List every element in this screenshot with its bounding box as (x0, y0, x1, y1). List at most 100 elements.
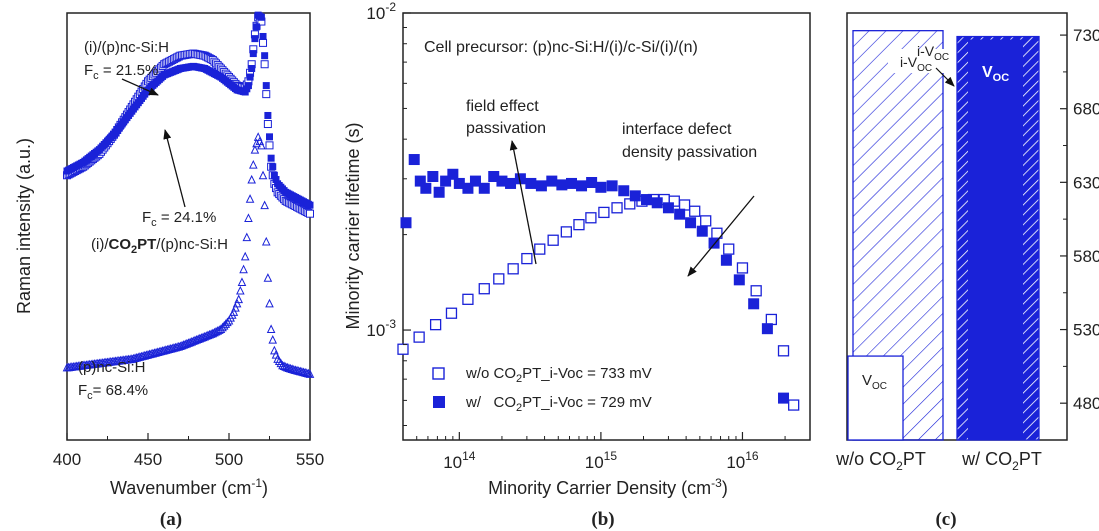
panel-a-arrow-2 (163, 129, 186, 208)
x-tick-label: 400 (53, 450, 81, 469)
lifetime-point-filled (525, 177, 537, 189)
x-tick-label: 1016 (726, 449, 759, 472)
panel-b-xlabel: Minority Carrier Density (cm-3) (488, 476, 728, 498)
raman-point-filled (264, 111, 272, 119)
lifetime-point-open (560, 226, 572, 238)
lifetime-point-filled (629, 190, 641, 202)
raman-point-triangle (261, 236, 271, 246)
x-tick-label: 550 (296, 450, 324, 469)
ivoc-arrow (935, 67, 955, 87)
raman-point-filled (306, 201, 314, 209)
raman-point-triangle (231, 303, 240, 312)
raman-point-triangle (223, 317, 232, 327)
lifetime-point-filled (651, 197, 663, 209)
lifetime-point-open (397, 343, 409, 355)
raman-point-filled (262, 82, 270, 90)
x-tick-label: 450 (134, 450, 162, 469)
raman-point-triangle (268, 335, 278, 344)
x-tick-label: 1014 (443, 449, 476, 472)
raman-point-triangle (257, 140, 266, 150)
y-tick-label: 480 (1073, 394, 1099, 413)
raman-point-filled (251, 35, 259, 43)
ivoc-label-wo: i-VOC (888, 49, 944, 74)
lifetime-point-open (429, 319, 442, 331)
legend-marker-open (432, 367, 445, 380)
panel-b-arrow-interface (687, 195, 755, 277)
lifetime-point-filled (546, 175, 558, 187)
lifetime-point-open (462, 293, 474, 305)
raman-point-triangle (244, 213, 253, 222)
raman-point-open (260, 60, 269, 69)
lifetime-point-filled (618, 185, 630, 197)
lifetime-point-open (521, 252, 533, 265)
ivoc-label-w: i-VOC (917, 43, 949, 63)
legend-label-w: w/ CO2PT_i-Voc = 729 mV (465, 394, 652, 414)
lifetime-point-filled (606, 180, 618, 192)
raman-point-triangle (239, 264, 248, 274)
lifetime-point-filled (696, 225, 708, 237)
raman-point-open (262, 90, 271, 99)
raman-point-filled (270, 171, 278, 179)
panel-c-ticks: 480 530 580 630 680 730 (1060, 26, 1099, 413)
raman-point-filled (266, 133, 273, 141)
panel-c-category-w: w/ CO2PT (961, 449, 1042, 473)
lifetime-point-filled (427, 171, 439, 183)
lifetime-point-open (413, 331, 425, 343)
lifetime-point-filled (433, 186, 445, 198)
panel-a-arrow-1 (121, 78, 159, 96)
lifetime-point-filled (674, 208, 686, 220)
lifetime-point-filled (505, 177, 517, 189)
lifetime-point-filled (469, 175, 481, 187)
lifetime-point-filled (778, 392, 790, 404)
bar-voc-w (968, 39, 1023, 440)
lifetime-point-open (573, 219, 585, 231)
panel-a: 400 450 500 550 Raman intensity (a.u.) Wave… (14, 11, 324, 530)
lifetime-point-filled (496, 175, 508, 187)
lifetime-point-filled (708, 237, 720, 249)
raman-point-triangle (229, 307, 239, 316)
raman-point-open (263, 120, 272, 129)
raman-point-triangle (305, 369, 315, 378)
panel-b-annotation-field: field effect (466, 98, 539, 115)
lifetime-point-filled (662, 202, 674, 214)
raman-point-filled (259, 32, 267, 40)
panel-b-ylabel: Minority carrier lifetime (s) (343, 122, 363, 329)
raman-point-filled (272, 176, 280, 184)
raman-point-triangle (265, 298, 274, 308)
raman-point-triangle (263, 273, 273, 282)
lifetime-point-filled (488, 171, 500, 183)
legend-marker-filled (433, 396, 445, 408)
raman-point-triangle (242, 232, 252, 242)
lifetime-point-filled (420, 182, 432, 194)
panel-a-label-co2pt: (i)/CO2PT/(p)nc-Si:H (91, 236, 228, 256)
panel-a-label-p: (p)nc-Si:H (78, 359, 146, 376)
panel-c-category-wo: w/o CO2PT (835, 449, 926, 473)
raman-point-filled (261, 52, 269, 60)
lifetime-point-filled (641, 194, 653, 206)
lifetime-point-filled (566, 177, 578, 189)
lifetime-point-open (750, 285, 762, 297)
y-tick-label: 730 (1073, 26, 1099, 45)
y-tick-label: 680 (1073, 100, 1099, 119)
lifetime-point-open (507, 263, 519, 275)
lifetime-point-open (624, 198, 636, 210)
raman-point-triangle (252, 138, 261, 148)
panel-b-annotation-interface-2: density passivation (622, 144, 757, 161)
panel-c-caption: (c) (935, 509, 956, 530)
lifetime-point-filled (720, 254, 732, 266)
raman-point-open (306, 209, 314, 218)
lifetime-point-filled (733, 274, 745, 286)
y-tick-label: 630 (1073, 173, 1099, 192)
lifetime-point-filled (447, 168, 459, 180)
voc-label-w: VOC (982, 64, 1009, 84)
lifetime-point-open (598, 206, 610, 219)
bar-voc-wo (847, 355, 904, 441)
y-tick-label: 10-2 (366, 0, 396, 23)
raman-point-triangle (245, 194, 255, 203)
panel-a-fc-21: Fc = 21.5% (84, 62, 158, 82)
lifetime-point-filled (586, 177, 598, 189)
lifetime-point-open (534, 243, 546, 255)
panel-b-annotation-field-2: passivation (466, 120, 546, 137)
raman-point-open (265, 141, 274, 150)
lifetime-point-filled (685, 217, 697, 229)
